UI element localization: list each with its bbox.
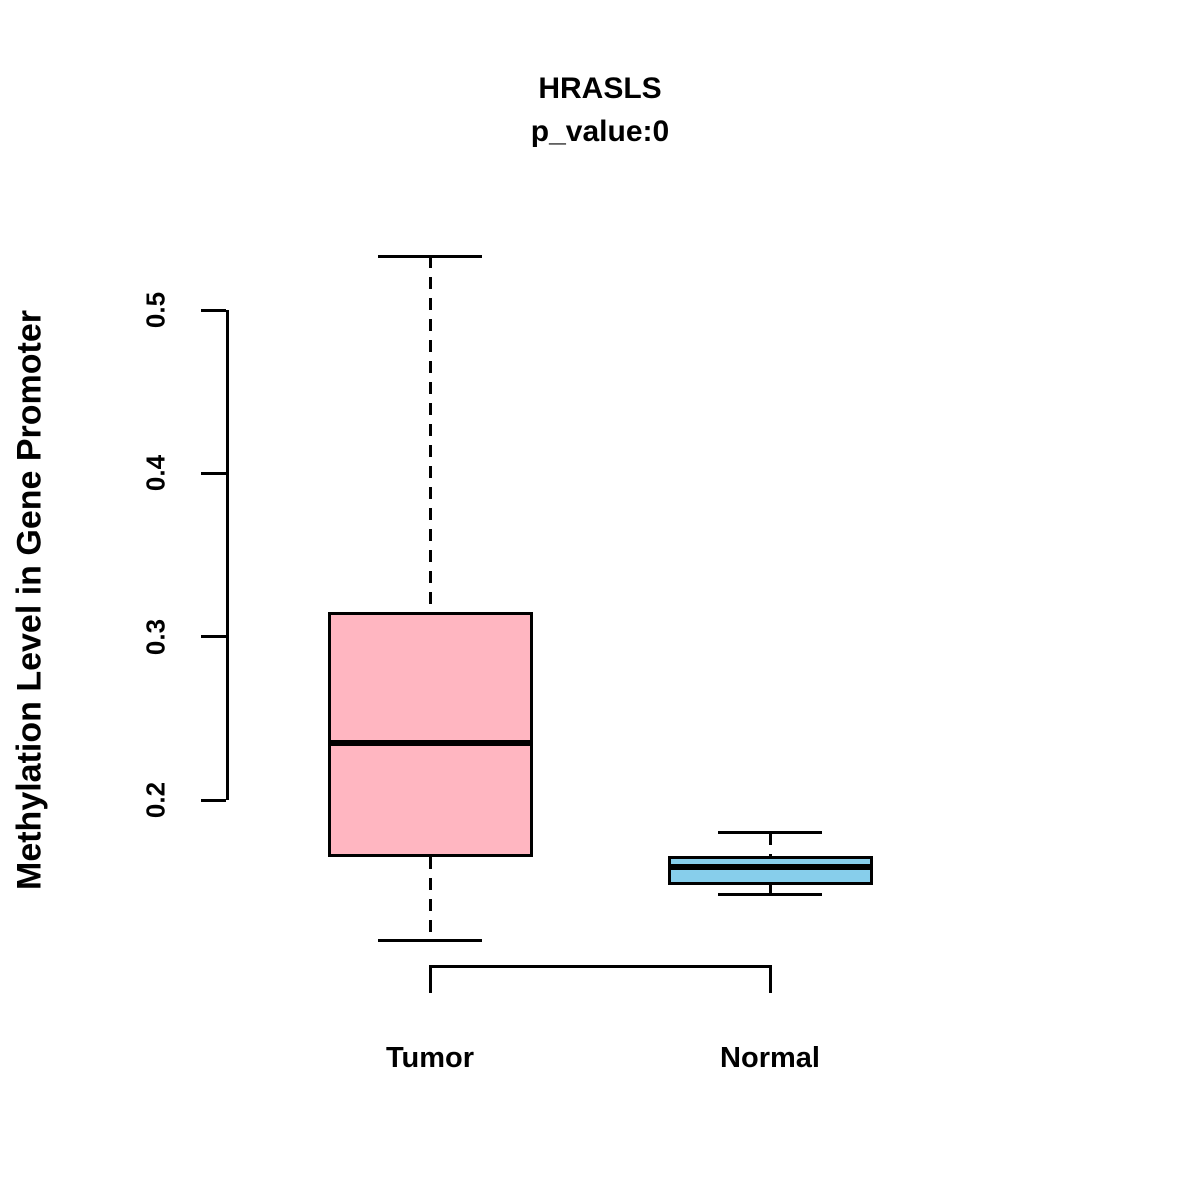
chart-title: HRASLS: [538, 72, 662, 105]
median-line: [667, 863, 873, 870]
chart-subtitle: p_value:0: [530, 115, 670, 148]
x-axis-tick: [428, 965, 432, 993]
upper-whisker-cap: [718, 831, 822, 835]
x-axis-line: [430, 965, 770, 968]
lower-whisker-line: [428, 857, 432, 941]
upper-whisker-cap: [378, 254, 482, 258]
y-axis-tick: [201, 635, 226, 639]
y-tick-label: 0.5: [140, 291, 171, 329]
y-axis-tick: [201, 471, 226, 475]
x-category-label: Tumor: [385, 1042, 475, 1074]
iqr-box: [667, 855, 873, 885]
lower-whisker-cap: [378, 938, 482, 942]
iqr-box: [327, 612, 533, 858]
y-tick-label: 0.4: [140, 455, 171, 492]
lower-whisker-cap: [718, 893, 822, 897]
upper-whisker-line: [428, 256, 432, 613]
y-tick-label: 0.2: [140, 781, 171, 819]
y-tick-label: 0.3: [140, 618, 171, 655]
y-axis-tick: [201, 308, 226, 312]
upper-whisker-line: [768, 832, 772, 856]
lower-whisker-line: [768, 884, 772, 895]
x-axis-tick: [768, 965, 772, 993]
x-category-label: Normal: [720, 1042, 820, 1074]
median-line: [327, 739, 533, 746]
y-axis-line: [226, 310, 229, 800]
y-axis-tick: [201, 798, 226, 802]
